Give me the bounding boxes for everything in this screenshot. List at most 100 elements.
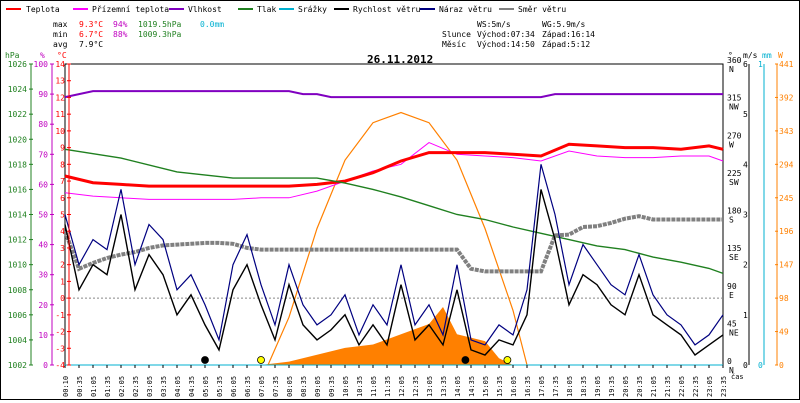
tick-label-celsius: 11 xyxy=(55,110,65,119)
tick-label-direction: 135 xyxy=(727,244,742,253)
tick-label-percent: 70 xyxy=(38,150,48,159)
info-block: WS:5m/s WG:5.9m/s Slunce Východ:07:34 Zá… xyxy=(442,20,595,49)
stat-min-label: min xyxy=(53,30,68,39)
tick-label-time: 13:05 xyxy=(426,376,434,397)
tick-label-time: 21:35 xyxy=(664,376,672,397)
marker-sunrise xyxy=(257,356,265,364)
tick-label-time: 15:35 xyxy=(496,376,504,397)
tick-label-time: 01:05 xyxy=(90,376,98,397)
legend-item-naraz-vetru: Náraz větru xyxy=(420,5,492,14)
tick-label-time: 18:05 xyxy=(566,376,574,397)
tick-label-rain: 1 xyxy=(758,60,763,69)
tick-label-wind: 4 xyxy=(743,160,748,169)
svg-text:Rychlost větru: Rychlost větru xyxy=(353,5,421,14)
tick-label-time: 15:05 xyxy=(482,376,490,397)
tick-label-celsius: -2 xyxy=(55,328,65,337)
tick-label-time: 01:35 xyxy=(104,376,112,397)
chart-title: 26.11.2012 xyxy=(367,53,433,66)
tick-label-wind: 0 xyxy=(743,361,748,370)
marker-moonset xyxy=(201,356,209,364)
tick-label-direction-name: NE xyxy=(729,328,739,337)
plot-frame xyxy=(64,63,724,366)
tick-label-hpa: 1006 xyxy=(8,311,27,320)
stat-max-rain: 0.0mm xyxy=(200,20,224,29)
tick-label-direction-name: N xyxy=(729,366,734,375)
legend-item-tlak: Tlak xyxy=(238,5,276,14)
tick-label-direction-name: E xyxy=(729,291,734,300)
stat-max-label: max xyxy=(53,20,68,29)
tick-label-time: 08:35 xyxy=(300,376,308,397)
tick-label-celsius: 6 xyxy=(60,194,65,203)
marker-moonrise xyxy=(461,356,470,364)
tick-label-time: 02:35 xyxy=(132,376,140,397)
x-axis-label: čas xyxy=(731,373,744,381)
series-line-1 xyxy=(64,142,724,200)
tick-label-celsius: 10 xyxy=(55,127,65,136)
tick-label-radiation: 343 xyxy=(779,127,794,136)
tick-label-wind: 1 xyxy=(743,311,748,320)
tick-label-direction: 270 xyxy=(727,131,742,140)
tick-label-celsius: 2 xyxy=(60,261,65,270)
wind-gust-info: WG:5.9m/s xyxy=(542,20,586,29)
tick-label-radiation: 98 xyxy=(779,294,789,303)
tick-label-hpa: 1024 xyxy=(8,85,27,94)
tick-label-percent: 30 xyxy=(38,271,48,280)
moon-label: Měsíc xyxy=(442,40,466,49)
tick-label-time: 20:35 xyxy=(636,376,644,397)
stat-max-hum: 94% xyxy=(113,20,128,29)
tick-label-hpa: 1022 xyxy=(8,110,27,119)
tick-label-time: 07:35 xyxy=(272,376,280,397)
tick-label-time: 10:05 xyxy=(342,376,350,397)
svg-text:Náraz větru: Náraz větru xyxy=(439,5,492,14)
tick-label-hpa: 1020 xyxy=(8,135,27,144)
tick-label-hpa: 1014 xyxy=(8,211,27,220)
series-line-6 xyxy=(64,164,724,346)
tick-label-celsius: 5 xyxy=(60,211,65,220)
tick-label-time: 16:05 xyxy=(510,376,518,397)
tick-label-percent: 90 xyxy=(38,90,48,99)
tick-label-radiation: 0 xyxy=(779,361,784,370)
tick-label-celsius: 3 xyxy=(60,244,65,253)
solar-measured-area xyxy=(261,307,513,365)
tick-label-direction-name: SW xyxy=(729,178,739,187)
tick-label-time: 17:35 xyxy=(552,376,560,397)
marker-sunset xyxy=(503,356,512,364)
tick-label-celsius: 9 xyxy=(60,144,65,153)
tick-label-celsius: 13 xyxy=(55,77,65,86)
tick-label-hpa: 1012 xyxy=(8,236,27,245)
plot-area xyxy=(63,63,724,366)
tick-label-time: 09:35 xyxy=(328,376,336,397)
tick-label-percent: 80 xyxy=(38,120,48,129)
tick-label-radiation: 441 xyxy=(779,60,794,69)
legend: Teplota Přízemní teplota Vlhkost Tlak Sr… xyxy=(6,5,566,14)
svg-text:Srážky: Srážky xyxy=(298,5,327,14)
tick-label-time: 14:35 xyxy=(468,376,476,397)
axis-unit-percent: % xyxy=(40,51,45,60)
axis-unit-rain: mm xyxy=(762,51,772,60)
tick-label-wind: 5 xyxy=(743,110,748,119)
tick-label-time: 05:05 xyxy=(202,376,210,397)
tick-label-celsius: 4 xyxy=(60,227,65,236)
tick-label-celsius: 14 xyxy=(55,60,65,69)
series-line-5 xyxy=(64,189,724,356)
tick-label-celsius: 8 xyxy=(60,160,65,169)
tick-label-celsius: 0 xyxy=(60,294,65,303)
legend-item-prizemni-teplota: Přízemní teplota xyxy=(73,5,169,14)
tick-label-hpa: 1004 xyxy=(8,336,27,345)
tick-label-time: 19:35 xyxy=(608,376,616,397)
tick-label-time: 11:35 xyxy=(384,376,392,397)
tick-label-celsius: 1 xyxy=(60,277,65,286)
tick-label-percent: 50 xyxy=(38,211,48,220)
stat-max-temp: 9.3°C xyxy=(79,20,103,29)
tick-label-hpa: 1016 xyxy=(8,185,27,194)
legend-item-vlhkost: Vlhkost xyxy=(169,5,222,14)
axis-unit-celsius: °C xyxy=(57,51,67,60)
tick-label-percent: 10 xyxy=(38,331,48,340)
svg-text:Teplota: Teplota xyxy=(26,5,60,14)
tick-label-radiation: 392 xyxy=(779,93,794,102)
tick-label-time: 23:35 xyxy=(720,376,728,397)
tick-label-rain: 0 xyxy=(758,361,763,370)
tick-label-direction: 360 xyxy=(727,56,742,65)
axis-unit-hpa: hPa xyxy=(5,51,20,60)
